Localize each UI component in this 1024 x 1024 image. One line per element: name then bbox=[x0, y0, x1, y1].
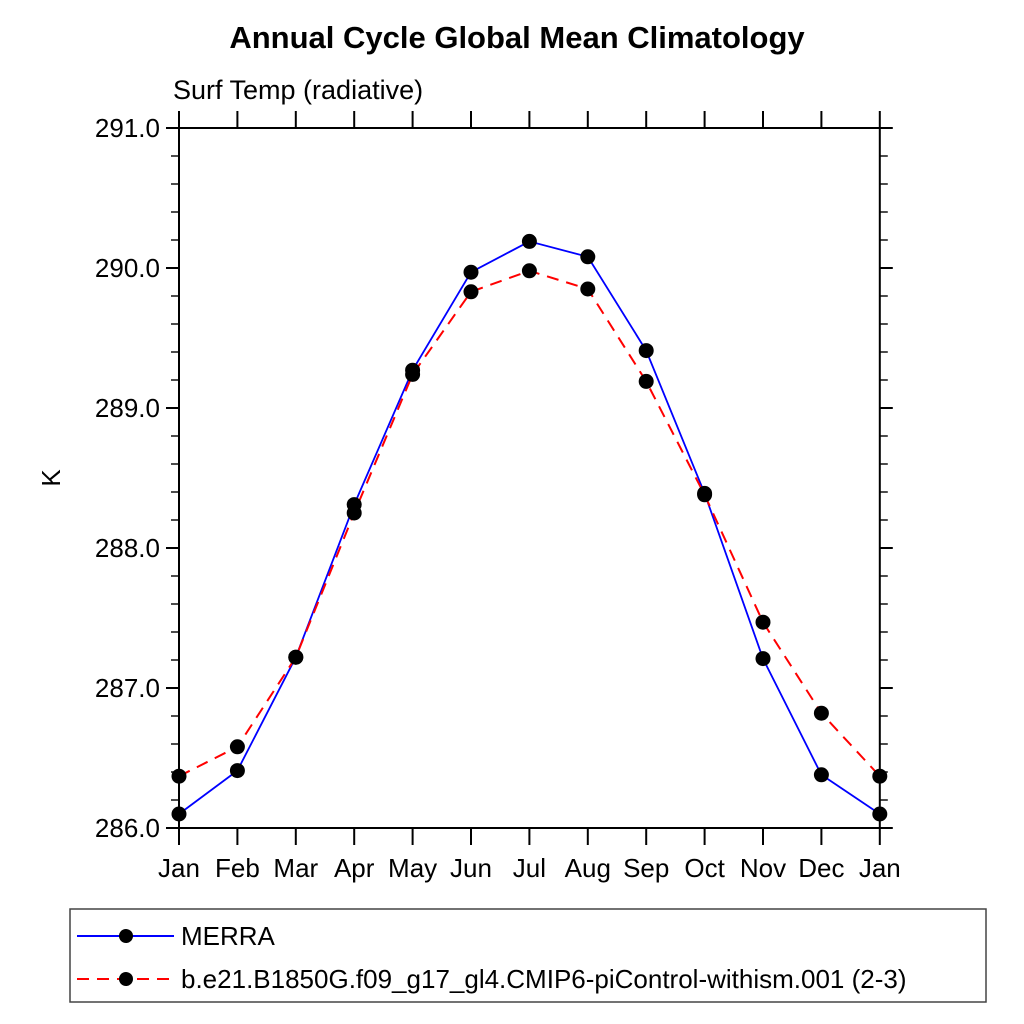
x-tick-label: Jun bbox=[450, 853, 492, 883]
x-tick-label: May bbox=[388, 853, 437, 883]
data-point-marker bbox=[171, 768, 187, 784]
data-point-marker bbox=[229, 763, 245, 779]
data-point-marker bbox=[521, 233, 537, 249]
legend-layer: MERRA b.e21.B1850G.f09_g17_gl4.CMIP6-piC… bbox=[69, 908, 987, 1003]
x-tick-label: Jan bbox=[158, 853, 200, 883]
legend-box bbox=[69, 908, 987, 1003]
data-point-marker bbox=[872, 806, 888, 822]
series-layer bbox=[171, 233, 888, 822]
y-tick-label: 291.0 bbox=[95, 113, 160, 143]
y-tick-label: 286.0 bbox=[95, 813, 160, 843]
data-point-marker bbox=[755, 651, 771, 667]
y-tick-label: 289.0 bbox=[95, 393, 160, 423]
data-point-marker bbox=[405, 366, 421, 382]
legend-label-model-run: b.e21.B1850G.f09_g17_gl4.CMIP6-piControl… bbox=[181, 964, 907, 994]
data-point-marker bbox=[463, 264, 479, 280]
legend-marker bbox=[119, 972, 133, 986]
data-point-marker bbox=[521, 263, 537, 279]
x-tick-label: Dec bbox=[798, 853, 844, 883]
x-tick-label: Apr bbox=[334, 853, 375, 883]
chart-subtitle: Surf Temp (radiative) bbox=[173, 75, 423, 105]
x-tick-label: Sep bbox=[623, 853, 669, 883]
data-point-marker bbox=[288, 649, 304, 665]
x-tick-label: Jul bbox=[513, 853, 546, 883]
data-point-marker bbox=[580, 281, 596, 297]
model-line bbox=[178, 269, 881, 778]
merra-line bbox=[178, 240, 881, 815]
data-point-marker bbox=[872, 768, 888, 784]
data-point-marker bbox=[755, 614, 771, 630]
data-point-marker bbox=[580, 249, 596, 265]
data-point-marker bbox=[463, 284, 479, 300]
x-tick-label: Feb bbox=[215, 853, 260, 883]
x-tick-label: Oct bbox=[684, 853, 725, 883]
data-point-marker bbox=[697, 487, 713, 503]
x-tick-label: Mar bbox=[273, 853, 318, 883]
legend-label-merra: MERRA bbox=[181, 921, 276, 951]
y-axis-label: K bbox=[36, 469, 66, 487]
data-point-marker bbox=[813, 767, 829, 783]
y-tick-label: 290.0 bbox=[95, 253, 160, 283]
data-point-marker bbox=[813, 705, 829, 721]
axes-layer: 286.0 287.0 288.0 289.0 290.0 291.0 Jan Feb Mar A… bbox=[95, 111, 901, 883]
plot-border bbox=[178, 127, 881, 829]
data-point-marker bbox=[638, 343, 654, 359]
y-tick-label: 287.0 bbox=[95, 673, 160, 703]
chart-title: Annual Cycle Global Mean Climatology bbox=[229, 20, 805, 55]
data-point-marker bbox=[229, 739, 245, 755]
x-tick-label: Aug bbox=[565, 853, 611, 883]
data-point-marker bbox=[638, 373, 654, 389]
data-point-marker bbox=[346, 505, 362, 521]
data-point-marker bbox=[171, 806, 187, 822]
legend-samples bbox=[77, 929, 174, 986]
x-tick-label: Jan bbox=[859, 853, 901, 883]
x-tick-label: Nov bbox=[740, 853, 786, 883]
legend-marker bbox=[119, 929, 133, 943]
y-tick-label: 288.0 bbox=[95, 533, 160, 563]
